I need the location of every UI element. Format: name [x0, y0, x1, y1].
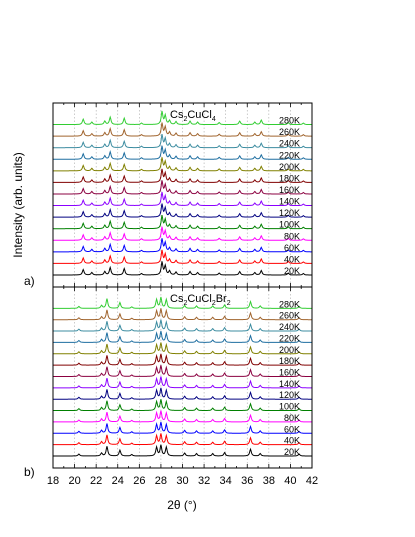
series-line	[53, 330, 312, 343]
x-axis-label: 2θ (°)	[167, 498, 196, 512]
x-tick-label: 42	[306, 475, 318, 487]
series-line	[53, 353, 312, 366]
series-label: 220K	[279, 333, 300, 343]
series-line	[53, 238, 312, 253]
panel-title: Cs2​CuCl4​	[170, 109, 216, 123]
series-line	[53, 191, 312, 207]
series-line	[53, 261, 312, 276]
series-line	[53, 249, 312, 264]
x-tick-label: 22	[90, 475, 102, 487]
series-label: 220K	[279, 150, 300, 160]
series-line	[53, 122, 313, 137]
x-tick-label: 32	[198, 475, 210, 487]
series-line	[53, 319, 313, 332]
plot-frame	[52, 286, 313, 469]
series-label: 40K	[284, 254, 300, 264]
series-line	[53, 410, 312, 423]
series-line	[53, 226, 312, 241]
x-tick-label: 38	[263, 475, 275, 487]
panel-title: Cs2​CuCl2​Br2​	[170, 293, 231, 307]
x-tick-label: 24	[112, 475, 124, 487]
series-label: 240K	[279, 322, 300, 332]
series-line	[53, 157, 312, 172]
series-line	[53, 444, 312, 457]
series-label: 160K	[279, 368, 300, 378]
series-line	[53, 215, 313, 230]
series-label: 20K	[284, 447, 300, 457]
series-label: 200K	[279, 162, 300, 172]
series-label: 260K	[279, 311, 300, 321]
series-line	[53, 365, 312, 377]
series-label: 260K	[279, 127, 300, 137]
x-tick-label: 34	[220, 475, 232, 487]
series-label: 80K	[284, 413, 300, 423]
series-label: 280K	[279, 299, 300, 309]
series-label: 120K	[279, 390, 300, 400]
series-label: 40K	[284, 436, 300, 446]
series-line	[53, 296, 312, 309]
series-line	[53, 203, 313, 218]
x-tick-label: 36	[241, 475, 253, 487]
x-tick-label: 26	[133, 475, 145, 487]
series-line	[53, 433, 312, 446]
series-label: 100K	[279, 402, 300, 412]
series-line	[53, 134, 313, 149]
series-line	[53, 308, 312, 321]
series-label: 100K	[279, 220, 300, 230]
series-line	[53, 342, 312, 355]
panel-label: a)	[24, 274, 35, 288]
series-line	[53, 387, 312, 400]
series-line	[53, 421, 312, 434]
series-line	[53, 180, 312, 195]
x-tick-label: 18	[47, 475, 59, 487]
x-tick-label: 40	[284, 475, 296, 487]
y-axis-label: Intensity (arb. units)	[11, 152, 25, 257]
series-label: 280K	[279, 116, 300, 126]
series-label: 180K	[279, 356, 300, 366]
series-label: 120K	[279, 208, 300, 218]
series-label: 140K	[279, 197, 300, 207]
series-label: 60K	[284, 424, 300, 434]
panel-label: b)	[24, 465, 35, 479]
series-line	[53, 145, 312, 160]
series-label: 200K	[279, 345, 300, 355]
series-line	[53, 376, 312, 389]
series-line	[53, 168, 312, 183]
series-line	[53, 110, 312, 126]
series-label: 60K	[284, 243, 300, 253]
series-label: 240K	[279, 139, 300, 149]
series-label: 20K	[284, 266, 300, 276]
x-tick-label: 30	[176, 475, 188, 487]
series-label: 80K	[284, 231, 300, 241]
series-label: 140K	[279, 379, 300, 389]
series-label: 160K	[279, 185, 300, 195]
series-label: 180K	[279, 173, 300, 183]
x-tick-label: 28	[155, 475, 167, 487]
x-tick-label: 20	[68, 475, 80, 487]
series-line	[53, 399, 313, 412]
